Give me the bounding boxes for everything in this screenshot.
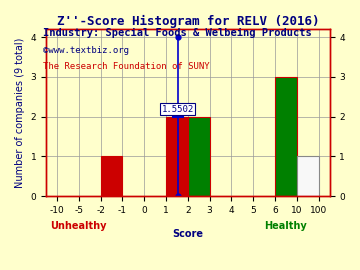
Bar [188,117,210,196]
X-axis label: Score: Score [172,229,203,239]
Title: Z''-Score Histogram for RELV (2016): Z''-Score Histogram for RELV (2016) [57,15,319,28]
Bar [100,156,122,196]
Text: Healthy: Healthy [265,221,307,231]
Text: ©www.textbiz.org: ©www.textbiz.org [43,46,129,55]
Y-axis label: Number of companies (9 total): Number of companies (9 total) [15,38,25,188]
Text: The Research Foundation of SUNY: The Research Foundation of SUNY [43,62,210,71]
Bar [297,156,319,196]
Text: Unhealthy: Unhealthy [50,221,107,231]
Text: 1.5502: 1.5502 [162,104,194,113]
Text: Industry: Special Foods & Welbeing Products: Industry: Special Foods & Welbeing Produ… [43,28,312,38]
Bar [166,117,188,196]
Bar [275,77,297,196]
